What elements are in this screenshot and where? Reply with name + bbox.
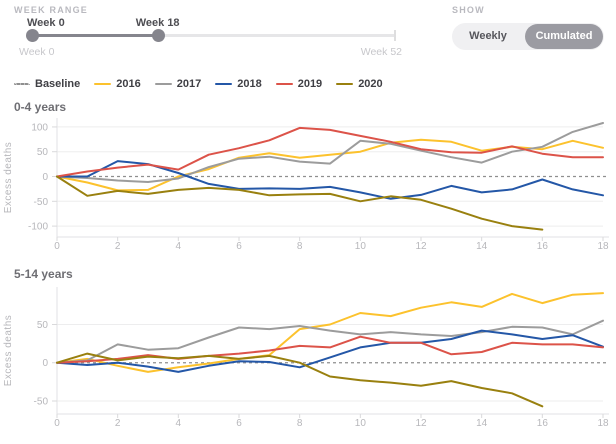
legend: Baseline 2016 2017 2018 2019 2020 xyxy=(0,77,616,91)
legend-item-label: 2017 xyxy=(176,78,202,90)
series-line-2020 xyxy=(56,175,544,231)
slider-handle-end[interactable] xyxy=(151,29,165,42)
slider-track[interactable] xyxy=(32,34,395,37)
week-range-label: WEEK RANGE xyxy=(14,5,89,15)
week-range-group: WEEK RANGE Week 0 Week 18 Week 0 Week 52 xyxy=(14,5,404,60)
x-tick-label: 4 xyxy=(176,241,182,252)
y-tick-label: 50 xyxy=(37,147,49,158)
legend-item-2020[interactable]: 2020 xyxy=(336,78,383,90)
y-tick-label: -100 xyxy=(28,222,48,233)
series-swatch-icon xyxy=(94,83,112,85)
x-tick-label: 16 xyxy=(537,418,549,429)
x-tick-label: 2 xyxy=(115,241,121,252)
slider-handle-start[interactable] xyxy=(26,29,39,42)
y-tick-label: -50 xyxy=(34,197,49,208)
chart-5-14-years: -50 0 50 0 2 4 6 8 10 12 14 16 18 Excess deaths xyxy=(3,287,609,429)
x-tick-label: 8 xyxy=(297,418,303,429)
x-tick-label: 8 xyxy=(297,241,303,252)
x-tick-label: 4 xyxy=(176,418,182,429)
toggle-option-weekly[interactable]: Weekly xyxy=(452,23,524,50)
series-swatch-icon xyxy=(215,83,233,85)
y-tick-label: 0 xyxy=(42,358,48,369)
x-tick-label: 12 xyxy=(415,418,427,429)
x-tick-label: 18 xyxy=(597,241,609,252)
slider-start-value: Week 0 xyxy=(27,17,65,29)
slider-min-label: Week 0 xyxy=(19,46,55,58)
series-swatch-icon xyxy=(154,83,172,85)
series-swatch-icon xyxy=(275,83,293,85)
x-tick-label: 6 xyxy=(236,241,242,252)
legend-item-label: 2016 xyxy=(116,78,141,90)
section-title-5-14-years: 5-14 years xyxy=(14,267,73,281)
show-group: SHOW Weekly Cumulated xyxy=(452,5,604,60)
series-line-2018 xyxy=(56,329,604,373)
x-tick-label: 18 xyxy=(597,418,609,429)
legend-item-label: 2019 xyxy=(297,78,323,90)
legend-item-2016[interactable]: 2016 xyxy=(94,78,141,90)
x-tick-label: 2 xyxy=(115,418,121,429)
slider-end-value: Week 18 xyxy=(135,17,180,29)
series-swatch-icon xyxy=(336,83,354,85)
legend-item-label: 2020 xyxy=(358,78,383,90)
slider-end-tick xyxy=(394,30,396,41)
series-line-2016 xyxy=(56,292,604,373)
series-line-2017 xyxy=(56,122,604,183)
slider-max-label: Week 52 xyxy=(360,46,402,58)
legend-item-2019[interactable]: 2019 xyxy=(275,78,323,90)
x-tick-label: 10 xyxy=(355,241,367,252)
x-tick-label: 10 xyxy=(355,418,367,429)
y-tick-label: 50 xyxy=(37,320,49,331)
series-line-2019 xyxy=(56,335,604,364)
legend-item-2017[interactable]: 2017 xyxy=(154,78,202,90)
x-tick-label: 16 xyxy=(537,241,549,252)
toggle-option-cumulated[interactable]: Cumulated xyxy=(525,24,603,49)
y-tick-label: 100 xyxy=(31,122,48,133)
legend-item-baseline[interactable]: Baseline xyxy=(14,78,80,90)
show-label: SHOW xyxy=(452,5,485,15)
series-line-2017 xyxy=(56,319,604,364)
legend-item-label: 2018 xyxy=(237,78,262,90)
show-toggle[interactable]: Weekly Cumulated xyxy=(452,23,604,50)
chart-0-4-years: -100 -50 0 50 100 0 2 4 6 8 10 12 14 16 18 Excess death… xyxy=(3,118,609,252)
series-line-2020 xyxy=(56,352,544,408)
y-tick-label: 0 xyxy=(42,172,48,183)
slider-track-active[interactable] xyxy=(32,34,158,37)
x-tick-label: 14 xyxy=(476,418,488,429)
y-axis-label: Excess deaths xyxy=(3,315,14,387)
x-tick-label: 0 xyxy=(54,418,60,429)
y-tick-label: -50 xyxy=(34,396,49,407)
controls-bar: WEEK RANGE Week 0 Week 18 Week 0 Week 52… xyxy=(0,0,616,60)
x-tick-label: 0 xyxy=(54,241,60,252)
y-axis-label: Excess deaths xyxy=(3,142,14,214)
week-range-slider[interactable]: Week 0 Week 18 Week 0 Week 52 xyxy=(19,17,402,63)
baseline-dashed-swatch-icon xyxy=(14,83,30,85)
series-line-2019 xyxy=(56,126,604,178)
section-title-0-4-years: 0-4 years xyxy=(14,100,67,114)
x-tick-label: 14 xyxy=(476,241,488,252)
legend-item-2018[interactable]: 2018 xyxy=(215,78,262,90)
x-tick-label: 12 xyxy=(415,241,427,252)
legend-item-label: Baseline xyxy=(35,78,81,90)
x-tick-label: 6 xyxy=(236,418,242,429)
